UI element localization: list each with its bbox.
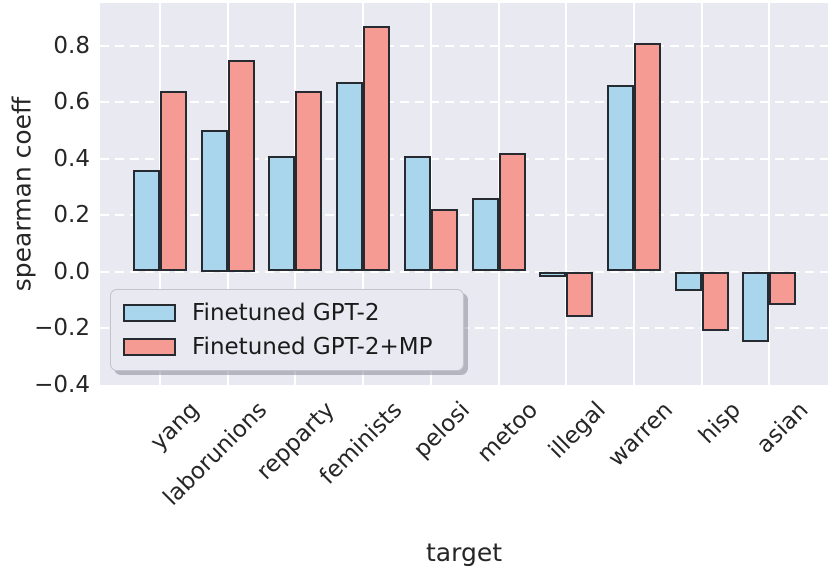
bar-yang-gpt2 [133,169,160,272]
vertical-gridline-hisp [700,3,703,385]
bar-laborunions-gpt2 [200,130,228,272]
bar-asian-gpt2 [742,271,770,343]
bar-repparty-gpt2-mp [295,90,323,272]
horizontal-gridline-0.4 [100,157,828,160]
bar-pelosi-gpt2-mp [430,209,458,272]
bar-hisp-gpt2 [674,271,702,292]
y-tick-label-−0.2: −0.2 [34,315,90,341]
vertical-gridline-pelosi [429,3,432,385]
horizontal-gridline-0.2 [100,214,828,216]
legend: Finetuned GPT-2 Finetuned GPT-2+MP [110,289,464,371]
x-tick-label-asian: asian [752,397,814,459]
y-tick-label-0.0: 0.0 [53,258,90,285]
y-tick-label-0.8: 0.8 [53,32,90,59]
horizontal-gridline-0.8 [100,44,828,47]
legend-entry-gpt2-mp: Finetuned GPT-2+MP [123,334,451,360]
bar-yang-gpt2-mp [160,90,187,272]
horizontal-gridline-0.0 [100,270,828,273]
bar-repparty-gpt2 [268,155,296,272]
legend-swatch-blue [123,304,176,322]
x-tick-label-warren: warren [603,397,679,472]
x-tick-label-hisp: hisp [693,397,746,450]
vertical-gridline-illegal [565,3,568,385]
legend-entry-gpt2: Finetuned GPT-2 [123,300,451,326]
bar-metoo-gpt2-mp [498,152,526,272]
bar-hisp-gpt2-mp [701,271,729,331]
x-axis-label: target [425,538,502,567]
bar-warren-gpt2-mp [633,42,661,272]
y-tick-label-0.2: 0.2 [53,202,90,228]
legend-label: Finetuned GPT-2+MP [192,334,433,360]
bar-pelosi-gpt2 [403,155,431,272]
bar-metoo-gpt2 [471,198,499,272]
x-tick-label-yang: yang [145,397,205,456]
bar-laborunions-gpt2-mp [227,59,255,272]
legend-swatch-red [123,338,176,356]
bar-warren-gpt2 [606,85,634,272]
y-tick-label-0.4: 0.4 [53,145,90,172]
x-tick-label-pelosi: pelosi [409,397,476,464]
bar-feminists-gpt2-mp [363,25,391,272]
bar-illegal-gpt2-mp [566,271,594,317]
x-tick-label-metoo: metoo [472,397,543,468]
bar-feminists-gpt2 [336,82,364,272]
horizontal-gridline-0.6 [100,101,828,103]
vertical-gridline-asian [768,3,771,385]
y-axis-label: spearman coeff [7,96,37,292]
y-tick-label-0.6: 0.6 [53,89,90,115]
legend-label: Finetuned GPT-2 [192,300,380,326]
y-tick-label-−0.4: −0.4 [34,371,90,398]
x-tick-label-illegal: illegal [543,397,611,464]
horizontal-gridline-−0.2 [100,327,828,329]
bar-asian-gpt2-mp [769,271,797,306]
bar-illegal-gpt2 [539,271,567,277]
